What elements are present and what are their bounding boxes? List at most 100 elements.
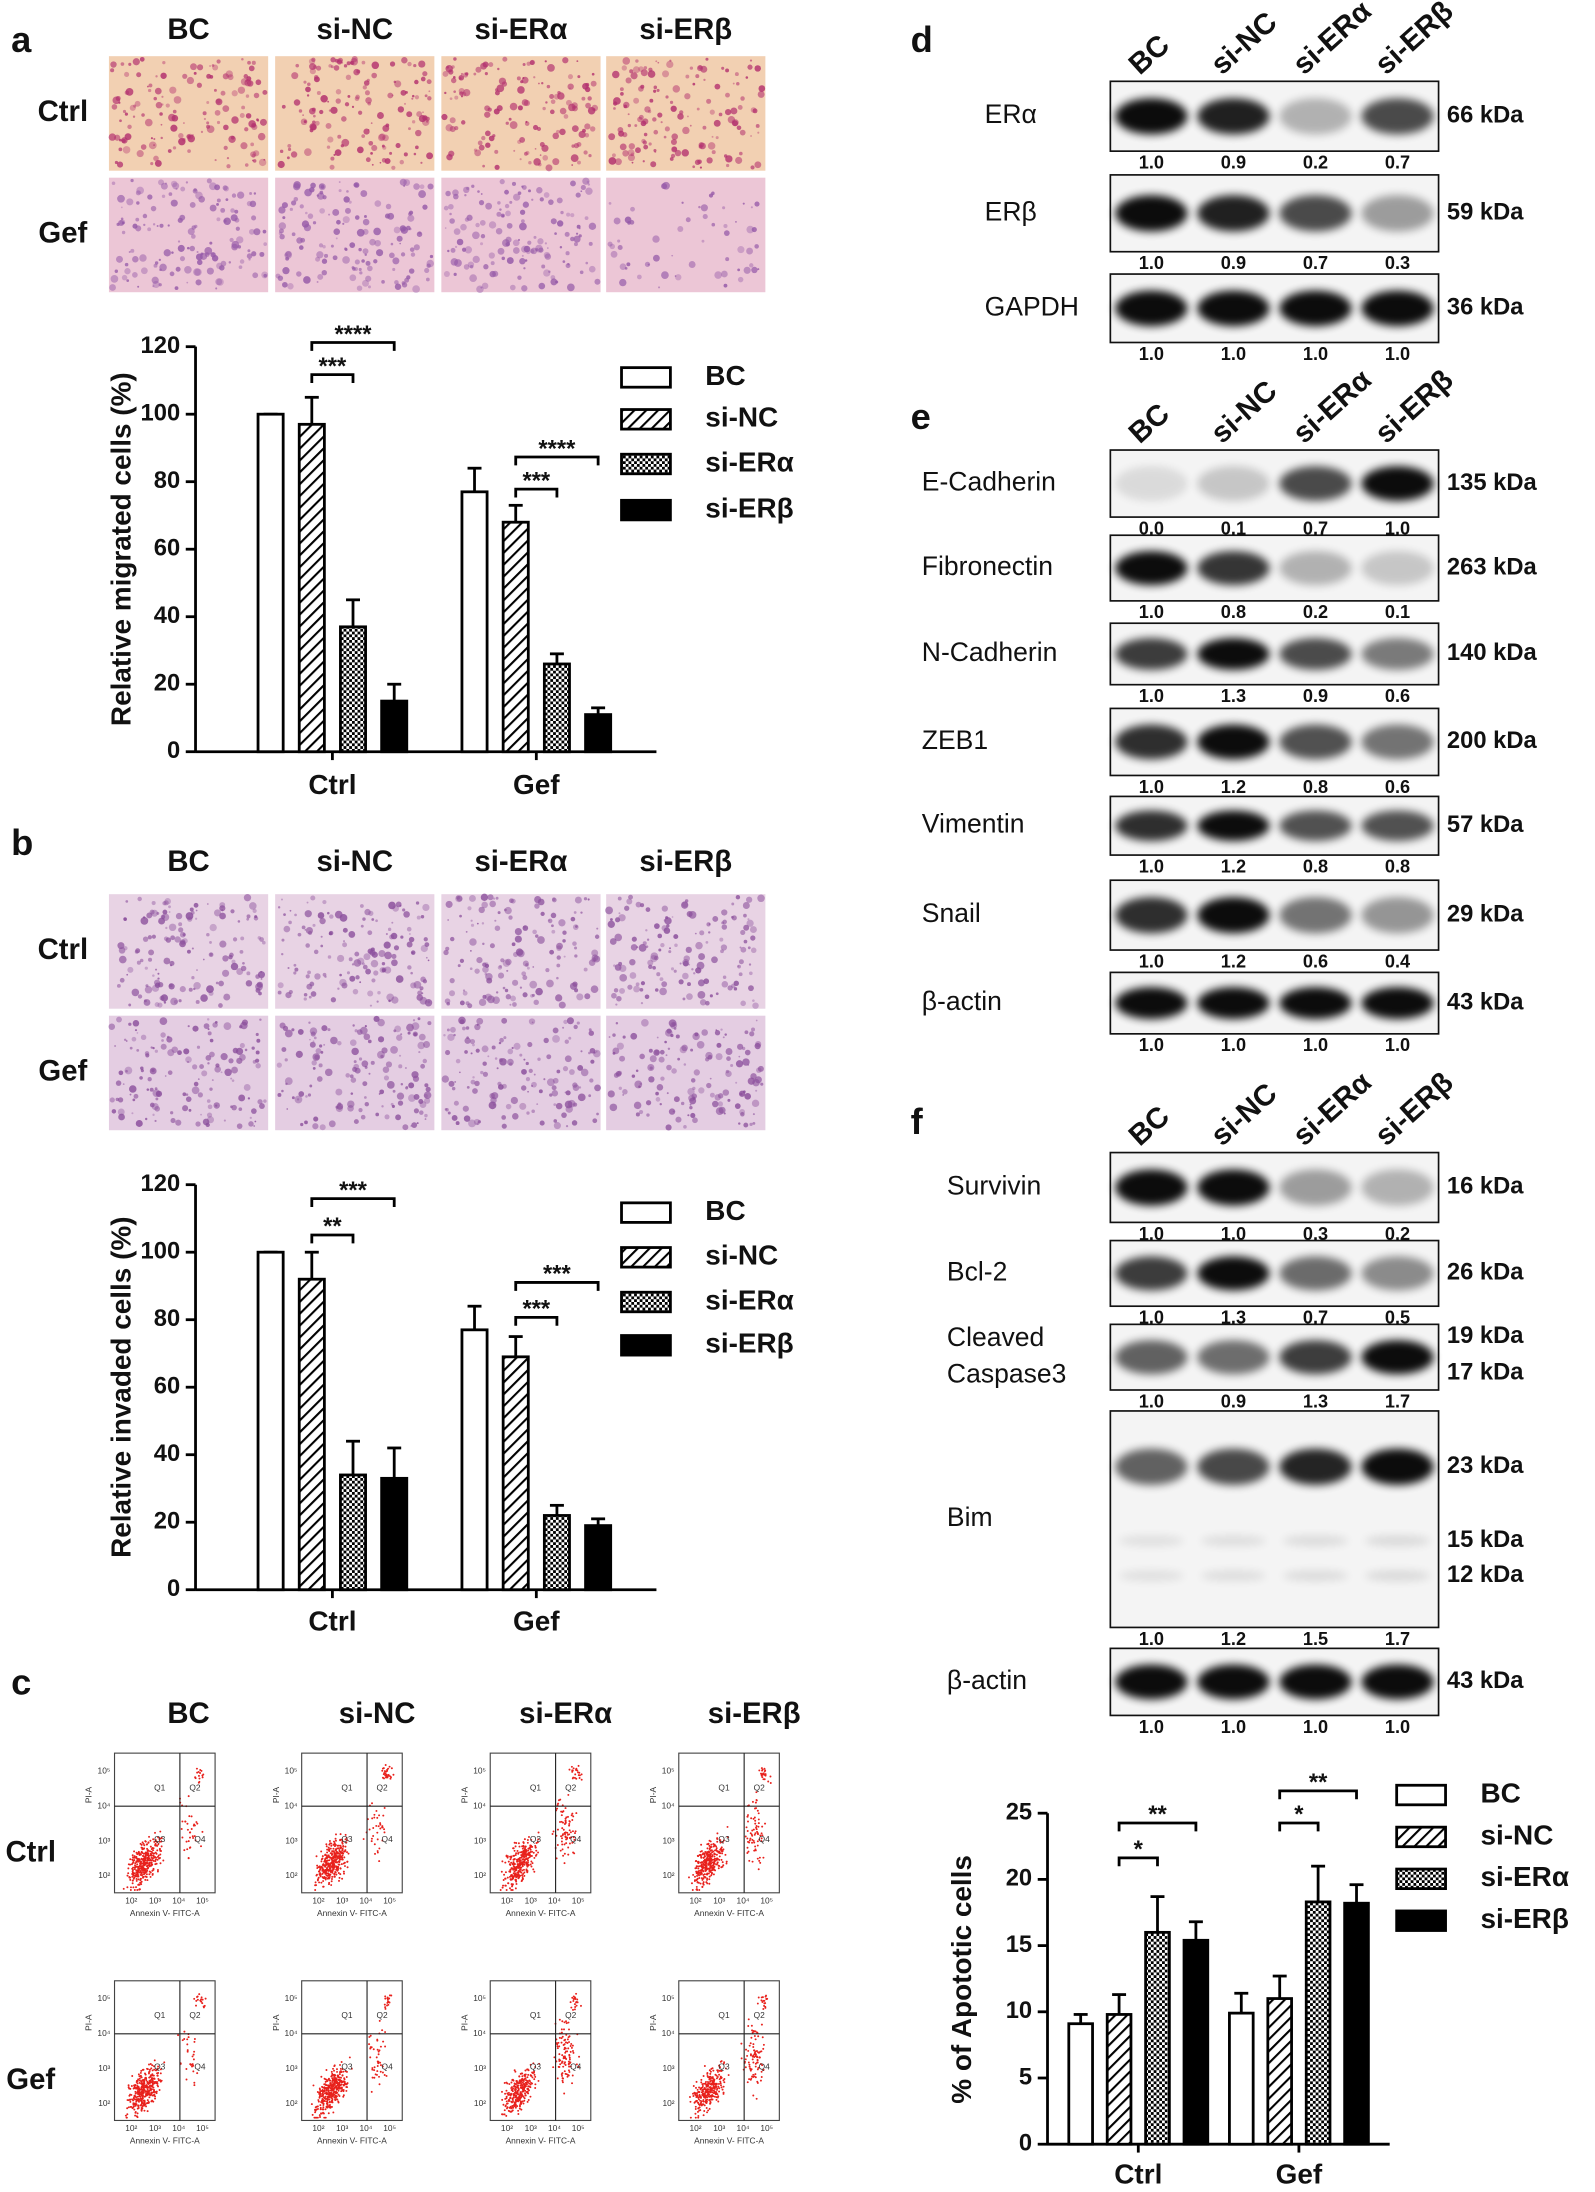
- event-dot: [384, 2046, 386, 2048]
- event-dot: [151, 2077, 153, 2079]
- micrograph: [606, 1016, 765, 1131]
- cell: [708, 142, 716, 150]
- cell: [248, 1121, 253, 1126]
- cell: [476, 1018, 483, 1025]
- cell: [310, 124, 317, 131]
- cell: [627, 985, 632, 990]
- cell: [746, 76, 749, 79]
- cell: [540, 154, 542, 156]
- cell: [160, 137, 162, 139]
- event-dot: [142, 1863, 144, 1865]
- cell: [705, 58, 708, 61]
- cell: [626, 77, 632, 83]
- cell: [278, 906, 280, 908]
- cell: [676, 1034, 680, 1038]
- event-dot: [755, 1807, 757, 1809]
- quadrant-label: Q1: [530, 1782, 542, 1792]
- cell: [719, 113, 723, 117]
- event-dot: [530, 1861, 532, 1863]
- cell: [346, 75, 351, 80]
- cell: [711, 223, 715, 227]
- cell: [354, 959, 362, 967]
- cell: [454, 273, 457, 276]
- cell: [571, 144, 574, 147]
- cell: [412, 285, 420, 293]
- cell: [136, 1120, 143, 1127]
- event-dot: [747, 1847, 749, 1849]
- event-dot: [373, 2077, 375, 2079]
- cell: [119, 119, 122, 122]
- cell: [388, 928, 391, 931]
- cell: [757, 132, 759, 134]
- cell: [237, 192, 244, 199]
- cell: [282, 282, 288, 288]
- event-dot: [387, 1997, 389, 1999]
- cell: [336, 89, 341, 94]
- cell: [721, 271, 728, 278]
- cell: [519, 1054, 522, 1057]
- cell: [474, 968, 479, 973]
- cell: [190, 63, 197, 70]
- cell: [155, 1097, 158, 1100]
- event-dot: [134, 1862, 136, 1864]
- x-tick-label: 10²: [501, 1895, 513, 1905]
- cell: [722, 206, 725, 209]
- event-dot: [574, 1773, 576, 1775]
- event-dot: [339, 1856, 341, 1858]
- event-dot: [195, 2000, 197, 2002]
- cell: [463, 187, 469, 193]
- cell: [715, 1029, 717, 1031]
- cell: [288, 921, 292, 925]
- cell: [201, 1070, 207, 1076]
- cell: [138, 994, 142, 998]
- cell: [670, 101, 673, 104]
- event-dot: [339, 1873, 341, 1875]
- cell: [499, 208, 501, 210]
- cell: [504, 908, 507, 911]
- event-dot: [203, 2006, 205, 2008]
- cell: [509, 1004, 511, 1006]
- y-axis-label: PI-A: [271, 2014, 281, 2031]
- event-dot: [522, 1848, 524, 1850]
- cell: [382, 125, 389, 132]
- cell: [642, 118, 648, 124]
- event-dot: [565, 1822, 567, 1824]
- event-dot: [322, 2089, 324, 2091]
- cell: [498, 911, 501, 914]
- event-dot: [531, 1851, 533, 1853]
- event-dot: [137, 1874, 139, 1876]
- event-dot: [152, 1874, 154, 1876]
- event-dot: [726, 1863, 728, 1865]
- event-dot: [335, 1848, 337, 1850]
- cell: [279, 232, 283, 236]
- cell: [754, 65, 760, 71]
- cell: [419, 115, 426, 122]
- cell: [352, 106, 354, 108]
- cell: [355, 1029, 358, 1032]
- x-tick-label: 10³: [525, 1895, 537, 1905]
- cell: [544, 1038, 549, 1043]
- event-dot: [142, 1867, 144, 1869]
- event-dot: [688, 1876, 690, 1878]
- cell: [135, 948, 140, 953]
- cell: [552, 898, 557, 903]
- cell: [456, 1059, 461, 1064]
- event-dot: [385, 1764, 387, 1766]
- cell: [580, 190, 582, 192]
- cell: [589, 1030, 594, 1035]
- cell: [507, 1059, 514, 1066]
- event-dot: [504, 1878, 506, 1880]
- cell: [723, 1089, 729, 1095]
- event-dot: [333, 1841, 335, 1843]
- cell: [357, 229, 365, 237]
- cell: [327, 912, 330, 915]
- cell: [499, 1058, 503, 1062]
- cell: [231, 244, 238, 251]
- cell: [126, 279, 129, 282]
- event-dot: [141, 1872, 143, 1874]
- cell: [245, 80, 247, 82]
- cell: [443, 950, 448, 955]
- event-dot: [569, 1829, 571, 1831]
- cell: [377, 1019, 385, 1027]
- cell: [451, 258, 458, 265]
